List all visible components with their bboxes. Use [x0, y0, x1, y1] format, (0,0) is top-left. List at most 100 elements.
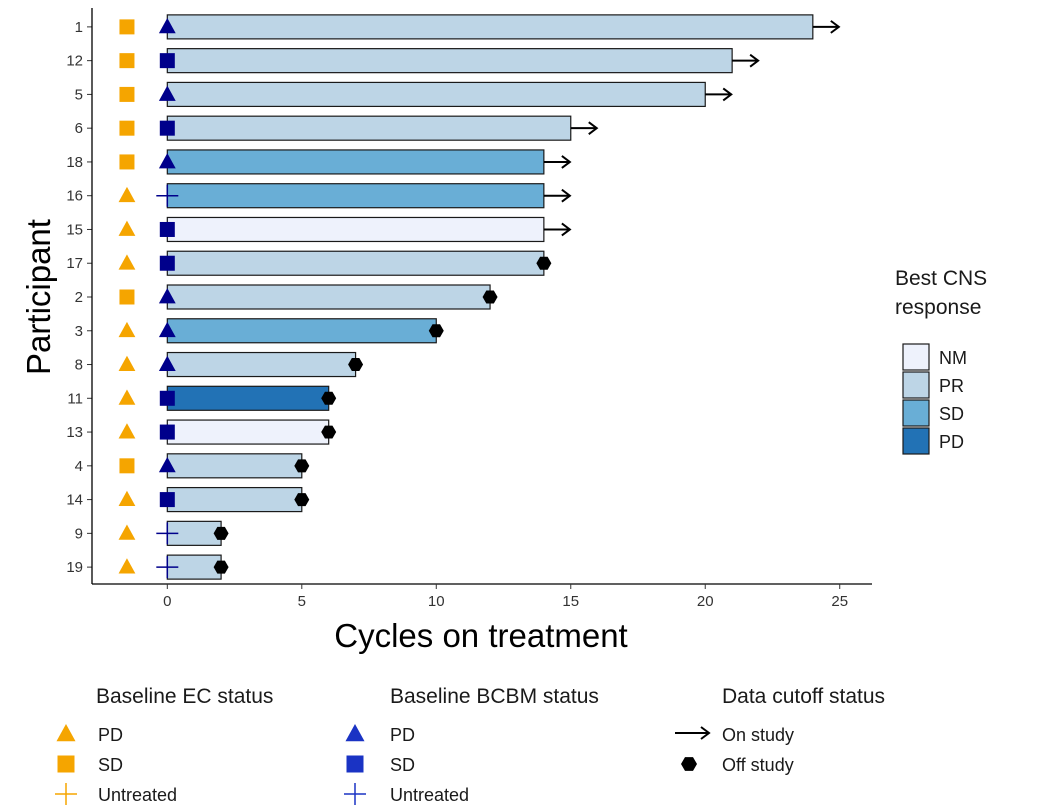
- cutoff-hexagon-8: [348, 358, 364, 372]
- cutoff-arrow-5-head: [722, 87, 733, 102]
- bar-participant-18: [166, 149, 545, 175]
- cutoff-arrow-6: [570, 121, 599, 135]
- legend-bcbm-symbol-1: [346, 755, 364, 773]
- legend-cutoff-label-0: On study: [722, 725, 794, 745]
- cutoff-hexagon-9: [213, 526, 229, 540]
- ec-marker-3: [118, 321, 136, 338]
- bcbm-marker-11: [159, 390, 175, 406]
- bar-participant-2: [166, 284, 491, 310]
- x-tick-label-0: 0: [163, 593, 171, 610]
- ec-marker-5: [119, 86, 135, 102]
- legend-bcbm-label-0: PD: [390, 725, 415, 745]
- bar-participant-1: [166, 14, 814, 40]
- bcbm-marker-19: [156, 556, 179, 579]
- legend-ec-label-2: Untreated: [98, 785, 177, 805]
- legend-ec: Baseline EC status PD SD Untreated: [55, 685, 273, 805]
- legend-ec-symbol-1: [57, 755, 75, 773]
- cutoff-hexagon-3: [428, 324, 444, 338]
- bar-participant-8: [166, 351, 357, 378]
- y-tick-label-13: 13: [66, 424, 83, 441]
- bcbm-marker-3: [158, 321, 176, 338]
- ec-marker-9: [118, 524, 136, 540]
- markers-layer: [118, 18, 841, 579]
- bar-participant-17: [166, 250, 545, 276]
- legend-bcbm-label-2: Untreated: [390, 785, 469, 805]
- cutoff-arrow-18-head: [561, 155, 572, 169]
- cutoff-arrow-1-head: [830, 20, 841, 34]
- bcbm-marker-13: [159, 424, 175, 440]
- bcbm-marker-5: [158, 85, 176, 101]
- legend-cns-swatch-NM: [902, 343, 930, 371]
- cutoff-hexagon-4: [294, 459, 310, 473]
- x-tick-label-5: 5: [298, 593, 306, 610]
- bar-participant-5: [166, 81, 706, 108]
- legend-cns-label-NM: NM: [939, 348, 967, 368]
- legend-cns-label-PR: PR: [939, 376, 964, 396]
- y-tick-label-1: 1: [75, 19, 83, 36]
- cutoff-hexagon-17: [536, 256, 552, 270]
- bcbm-marker-9: [156, 522, 179, 545]
- bcbm-marker-16: [156, 184, 179, 207]
- legend-bcbm: Baseline BCBM status PD SD Untreated: [344, 685, 599, 805]
- ec-marker-4: [119, 458, 135, 474]
- x-tick-label-10: 10: [428, 593, 445, 610]
- cutoff-arrow-12: [732, 53, 760, 68]
- legend-bcbm-symbol-2: [344, 783, 366, 805]
- bar-participant-14: [166, 486, 303, 513]
- cutoff-arrow-5: [705, 87, 733, 102]
- y-tick-label-17: 17: [66, 255, 83, 272]
- ec-marker-13: [118, 423, 136, 439]
- legend-cns-label-SD: SD: [939, 404, 964, 424]
- legend-bcbm-label-1: SD: [390, 755, 415, 775]
- cutoff-hexagon-2: [482, 290, 498, 304]
- legend-cutoff-symbol-0-head: [700, 726, 711, 740]
- cutoff-arrow-12-head: [749, 53, 760, 68]
- bar-participant-4: [166, 453, 303, 479]
- bars-layer: [166, 14, 814, 580]
- x-tick-label-15: 15: [562, 593, 579, 610]
- ec-marker-18: [119, 154, 135, 170]
- legend-cns-title-1: response: [895, 296, 981, 319]
- bcbm-marker-4: [158, 456, 176, 473]
- legend-cutoff-symbol-0: [675, 726, 711, 740]
- ec-marker-19: [118, 558, 136, 574]
- legend-cutoff-symbol-1: [681, 757, 697, 771]
- ec-marker-1: [119, 19, 135, 35]
- cutoff-hexagon-19: [213, 560, 229, 574]
- legend-ec-symbol-0: [56, 723, 76, 742]
- y-tick-label-4: 4: [75, 458, 83, 475]
- legend-cns-swatch-PR: [902, 371, 930, 399]
- cutoff-arrow-16-head: [561, 188, 572, 203]
- cutoff-hexagon-11: [321, 391, 337, 405]
- ec-marker-17: [118, 254, 136, 270]
- legend-bcbm-title: Baseline BCBM status: [390, 685, 599, 708]
- legend-bcbm-symbol-0: [345, 723, 365, 742]
- bcbm-marker-2: [158, 288, 176, 304]
- y-tick-label-14: 14: [66, 492, 83, 509]
- axes-layer: 1 12 5 6 18 16 15 17 2 3 8 11 13 4 14 9 19 0 5 10 15 20 25: [66, 8, 872, 610]
- y-tick-label-9: 9: [75, 525, 83, 542]
- legend-cns: Best CNS response NM PR SD PD: [895, 267, 987, 455]
- ec-marker-8: [118, 355, 136, 371]
- y-tick-label-3: 3: [75, 323, 83, 340]
- legend-cns-swatch-SD: [902, 399, 930, 427]
- ec-marker-11: [118, 389, 136, 405]
- legend-cutoff: Data cutoff status On study Off study: [675, 685, 885, 775]
- bar-participant-11: [166, 385, 330, 411]
- cutoff-arrow-1: [812, 20, 841, 34]
- bcbm-marker-1: [158, 18, 176, 34]
- cutoff-arrow-18: [543, 155, 572, 169]
- x-tick-label-25: 25: [831, 593, 848, 610]
- legend-cns-label-PD: PD: [939, 432, 964, 452]
- y-tick-label-18: 18: [66, 154, 83, 171]
- legend-cns-swatch-PD: [902, 427, 930, 455]
- bcbm-marker-8: [158, 355, 176, 371]
- legend-ec-symbol-2: [55, 783, 77, 805]
- cutoff-hexagon-14: [294, 493, 310, 507]
- x-tick-label-20: 20: [697, 593, 714, 610]
- x-axis-title: Cycles on treatment: [334, 617, 627, 654]
- ec-marker-6: [119, 120, 135, 136]
- legend-ec-title: Baseline EC status: [96, 685, 273, 708]
- bcbm-marker-14: [159, 492, 175, 508]
